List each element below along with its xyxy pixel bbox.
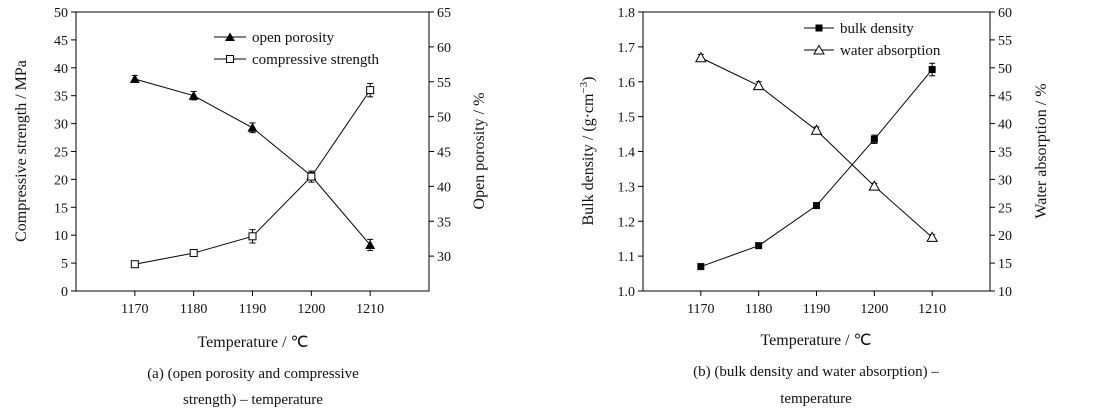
panel-b-left-y-tick-label: 1.2 <box>618 215 636 230</box>
legend-open-porosity-label: open porosity <box>252 30 335 46</box>
panel-b-caption-line2: temperature <box>780 391 852 407</box>
panel-b-x-tick-label: 1180 <box>745 302 772 317</box>
panel-a-compressive-strength-point <box>130 260 139 269</box>
panel-b-right-y-tick-label: 55 <box>998 34 1012 49</box>
panel-a-open-porosity-point <box>365 239 376 249</box>
legend-water-absorption-label: water absorption <box>840 43 941 59</box>
panel-a-chart: 1170 1180 1190 1200 1210 0 5 10 15 20 25 30 35 40 45 50… <box>13 6 488 408</box>
panel-b-x-tick-label: 1200 <box>860 302 888 317</box>
panel-a-compressive-strength-point <box>189 249 198 258</box>
panel-a-left-y-tick-label: 0 <box>61 285 68 300</box>
panel-b-right-y-tick-label: 50 <box>998 62 1012 77</box>
panel-b-water-absorption-point <box>694 51 707 63</box>
panel-b-right-y-tick-label: 30 <box>998 173 1012 188</box>
panel-b-x-tick-label: 1190 <box>803 302 830 317</box>
panel-a-left-y-tick-label: 20 <box>54 173 68 188</box>
panel-b-water-absorption-point <box>868 180 881 191</box>
legend-compressive-strength-label: compressive strength <box>252 52 380 68</box>
panel-a-left-y-tick-label: 45 <box>54 34 68 49</box>
panel-b-chart: 1170 1180 1190 1200 1210 1.0 1.1 1.2 1.3 1.4 1.5 1.… <box>578 6 1050 407</box>
panel-b-left-y-tick-label: 1.0 <box>618 285 636 300</box>
legend-compressive-strength-marker <box>226 55 234 63</box>
panel-b-left-y-tick-label: 1.6 <box>618 76 636 91</box>
legend-open-porosity-marker <box>225 32 235 41</box>
panel-a-right-y-tick-label: 40 <box>437 180 451 195</box>
panel-b-bulk-density-point <box>813 202 820 210</box>
panel-a-x-tick-label: 1200 <box>297 302 325 317</box>
panel-a-x-tick-label: 1180 <box>180 302 207 317</box>
panel-a-compressive-strength-point <box>366 86 375 95</box>
panel-a-right-y-tick-label: 55 <box>437 76 451 91</box>
panel-b-water-absorption-point <box>810 124 823 135</box>
panel-b-right-y-tick-label: 40 <box>998 118 1012 133</box>
panel-a-left-y-tick-label: 50 <box>54 6 68 21</box>
legend-bulk-density-marker <box>815 24 823 32</box>
panel-a-left-y-tick-label: 35 <box>54 90 68 105</box>
panel-a-x-tick-label: 1190 <box>239 302 266 317</box>
panel-b-legend: bulk density water absorption <box>804 21 941 59</box>
panel-b-bulk-density-point <box>870 135 878 143</box>
legend-bulk-density-label: bulk density <box>840 21 914 37</box>
panel-a-right-y-tick-label: 30 <box>437 250 451 265</box>
panel-a-left-axis-label: Compressive strength / MPa <box>13 60 30 242</box>
panel-a-legend: open porosity compressive strength <box>214 30 380 68</box>
panel-b-left-axis-label: Bulk density / (g·cm−3) <box>578 76 597 225</box>
panel-a-compressive-strength-point <box>307 172 316 181</box>
panel-a-left-y-tick-label: 40 <box>54 62 68 77</box>
panel-a-caption-line2: strength) – temperature <box>183 392 323 408</box>
panel-a-left-y-tick-label: 15 <box>54 201 68 216</box>
panel-b-left-y-tick-label: 1.5 <box>618 111 636 126</box>
panel-a-right-y-tick-label: 45 <box>437 146 451 161</box>
panel-b-bulk-density-line <box>700 69 933 268</box>
panel-b-right-axis-label: Water absorption / % <box>1033 83 1050 218</box>
panel-b-water-absorption-line <box>700 57 933 238</box>
panel-a-x-tick-label: 1210 <box>356 302 384 317</box>
legend-water-absorption-marker <box>813 44 825 55</box>
panel-b-x-tick-label: 1210 <box>918 302 946 317</box>
panel-a-open-porosity-point <box>247 122 258 132</box>
panel-b-right-y-tick-label: 60 <box>998 6 1012 21</box>
panel-a-x-axis-label: Temperature / ℃ <box>197 334 308 351</box>
panel-b-water-absorption-point <box>926 231 939 242</box>
panel-b-right-y-tick-label: 35 <box>998 146 1012 161</box>
panel-b-water-absorption-point <box>752 79 765 91</box>
panel-a-caption-line1: (a) (open porosity and compressive <box>147 366 359 382</box>
panel-a-open-porosity-line <box>134 78 371 246</box>
panel-b-right-y-tick-label: 15 <box>998 257 1012 272</box>
panel-a-left-y-tick-label: 30 <box>54 118 68 133</box>
panel-b-x-tick-label: 1170 <box>687 302 714 317</box>
panel-a-left-y-tick-label: 5 <box>61 257 68 272</box>
panel-b-left-y-tick-label: 1.4 <box>618 146 636 161</box>
panel-a-compressive-strength-point <box>248 232 257 241</box>
panel-b-bulk-density-point <box>755 242 763 250</box>
panel-b-left-y-tick-label: 1.8 <box>618 6 636 21</box>
panel-a-right-y-tick-label: 50 <box>437 111 451 126</box>
panel-b-bulk-density-point <box>928 66 936 74</box>
panel-a-open-porosity-point <box>188 90 199 100</box>
panel-b-left-y-tick-label: 1.3 <box>618 180 636 195</box>
panel-b-right-y-tick-label: 20 <box>998 229 1012 244</box>
panel-b-bulk-density-point <box>697 263 705 271</box>
panel-a-right-y-tick-label: 35 <box>437 215 451 230</box>
panel-a-left-y-tick-label: 10 <box>54 229 68 244</box>
panel-a-right-axis-label: Open porosity / % <box>471 93 488 210</box>
panel-b-right-y-tick-label: 25 <box>998 201 1012 216</box>
panel-a-right-y-tick-label: 65 <box>437 6 451 21</box>
panel-b-caption-line1: (b) (bulk density and water absorption) … <box>693 364 939 380</box>
panel-a-left-y-tick-label: 25 <box>54 146 68 161</box>
panel-b-left-y-tick-label: 1.7 <box>618 41 636 56</box>
panel-a-open-porosity-point <box>129 73 140 83</box>
panel-b-left-y-tick-label: 1.1 <box>618 250 636 265</box>
panel-a-right-y-tick-label: 60 <box>437 41 451 56</box>
panel-b-right-y-tick-label: 10 <box>998 285 1012 300</box>
panel-b-right-y-tick-label: 45 <box>998 90 1012 105</box>
panel-a-x-tick-label: 1170 <box>121 302 148 317</box>
panel-b-x-axis-label: Temperature / ℃ <box>760 332 871 349</box>
